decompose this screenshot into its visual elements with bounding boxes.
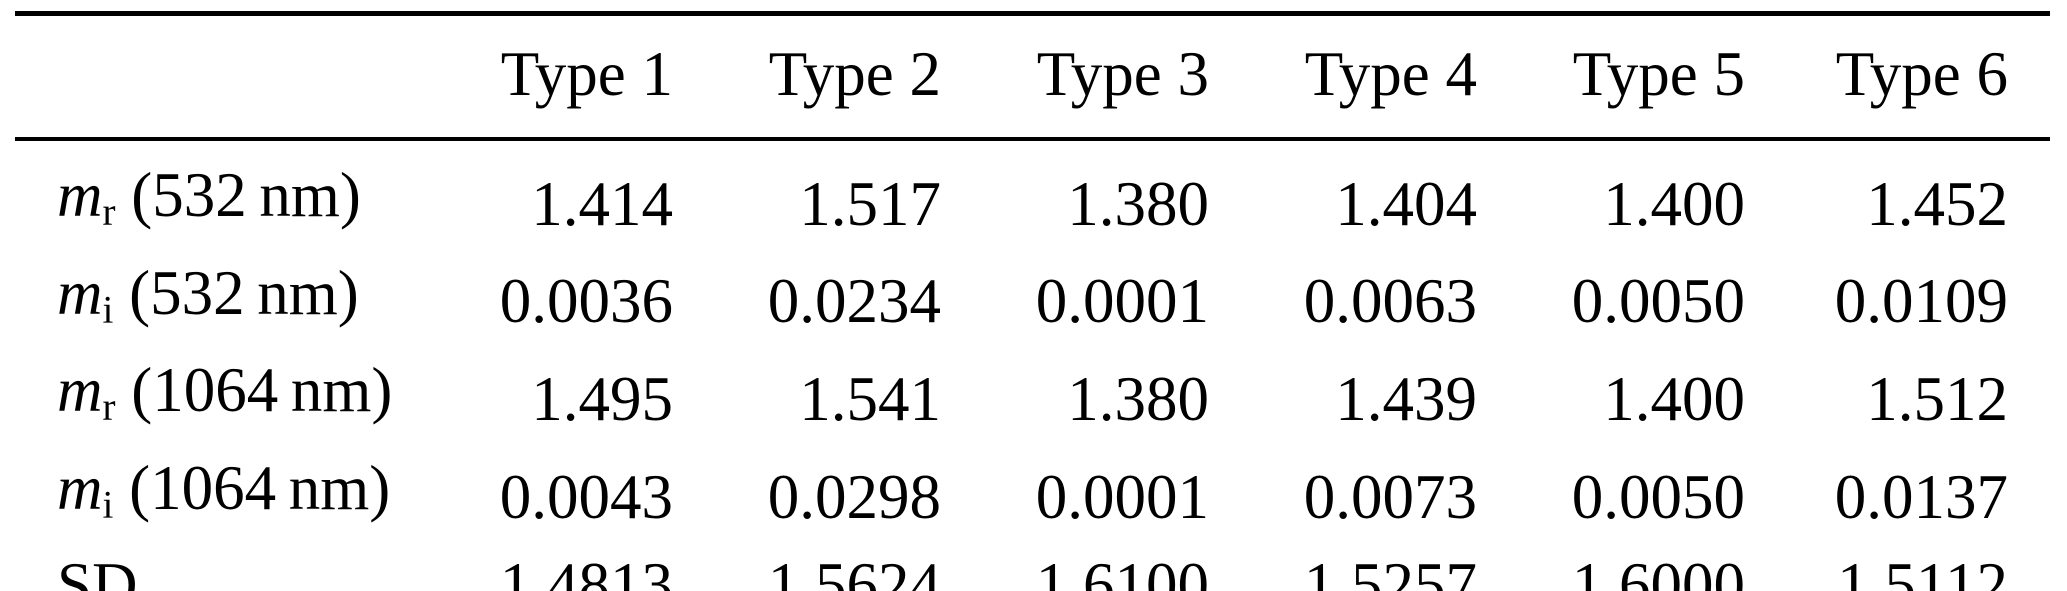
table-cell: 0.0063 [1303, 266, 1477, 337]
table-row-1: mr (532 nm) 1.414 1.517 1.380 1.404 1.400 1.45… [15, 139, 2050, 253]
table-cell: 0.0001 [1035, 461, 1209, 532]
row-label: SD [15, 545, 405, 591]
table-cell: 1.5112 [1837, 550, 2008, 591]
table-cell: 1.5624 [767, 550, 941, 591]
table-cell: 1.495 [531, 363, 673, 434]
variable-subscript: r [102, 385, 116, 429]
table-cell: 0.0073 [1303, 461, 1477, 532]
row-label: mi (532 nm) [57, 257, 359, 332]
column-header-3: Type 3 [941, 13, 1209, 141]
table-cell: 0.0036 [499, 266, 673, 337]
table-body: mr (532 nm) 1.414 1.517 1.380 1.404 1.400 1.45… [15, 139, 2050, 591]
corner-cell [15, 13, 405, 141]
table-cell: 0.0234 [767, 266, 941, 337]
table-cell: 1.380 [1067, 363, 1209, 434]
table-row-3: mr (1064 nm) 1.495 1.541 1.380 1.439 1.400 1.5… [15, 350, 2050, 448]
variable-subscript: i [102, 288, 114, 332]
table-cell: 1.5257 [1303, 550, 1477, 591]
table-cell: 0.0298 [767, 461, 941, 532]
table-cell: 0.0050 [1571, 461, 1745, 532]
table-row-4: mi (1064 nm) 0.0043 0.0298 0.0001 0.0073 0.00… [15, 448, 2050, 546]
row-label: mr (532 nm) [57, 160, 361, 234]
row-label: mr (1064 nm) [57, 355, 393, 429]
variable-symbol: m [57, 160, 103, 230]
table-cell: 1.517 [799, 168, 941, 239]
table-cell: 1.414 [531, 168, 673, 239]
column-header-6: Type 6 [1745, 13, 2050, 141]
table-cell: 0.0137 [1834, 461, 2008, 532]
variable-subscript: r [102, 190, 116, 234]
column-header-2: Type 2 [673, 13, 941, 141]
table-head: Type 1 Type 2 Type 3 Type 4 Type 5 Type 6 [15, 13, 2050, 141]
table-cell: 0.0050 [1571, 266, 1745, 337]
column-header-1: Type 1 [405, 13, 673, 141]
header-row: Type 1 Type 2 Type 3 Type 4 Type 5 Type 6 [15, 13, 2050, 141]
table-cell: 1.400 [1603, 363, 1745, 434]
table-cell: 1.380 [1067, 168, 1209, 239]
table-cell: 0.0109 [1834, 266, 2008, 337]
variable-subscript: i [102, 483, 114, 527]
variable-symbol: m [57, 355, 103, 426]
table-cell: 1.4813 [499, 550, 673, 591]
table-cell: 1.6000 [1571, 550, 1745, 591]
table-cell: 1.404 [1335, 168, 1477, 239]
table-cell: 1.439 [1335, 363, 1477, 434]
table-cell: 0.0001 [1035, 266, 1209, 337]
table-cell: 1.541 [799, 363, 941, 434]
table-row-5: SD 1.4813 1.5624 1.6100 1.5257 1.6000 1.5112 [15, 545, 2050, 591]
variable-symbol: m [57, 257, 103, 328]
variable-symbol: SD [57, 550, 138, 591]
table-cell: 1.452 [1866, 168, 2008, 239]
table-cell: 1.6100 [1035, 550, 1209, 591]
table-cell: 1.512 [1866, 363, 2008, 434]
column-header-5: Type 5 [1477, 13, 1745, 141]
refractive-index-table: Type 1 Type 2 Type 3 Type 4 Type 5 Type 6 mr … [15, 11, 2050, 591]
table-cell: 1.400 [1603, 168, 1745, 239]
row-label: mi (1064 nm) [57, 452, 391, 527]
column-header-4: Type 4 [1209, 13, 1477, 141]
variable-symbol: m [57, 452, 103, 523]
table-cell: 0.0043 [499, 461, 673, 532]
table-row-2: mi (532 nm) 0.0036 0.0234 0.0001 0.0063 0.005… [15, 253, 2050, 351]
